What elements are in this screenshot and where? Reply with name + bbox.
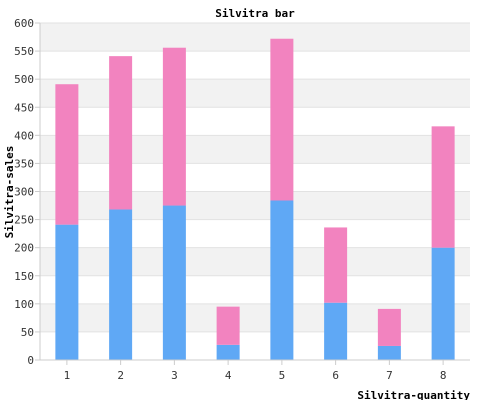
y-tick-label: 350: [14, 157, 34, 170]
grid-band: [40, 79, 470, 108]
x-axis-title: Silvitra-quantity: [357, 389, 470, 400]
x-tick-label: 7: [386, 369, 393, 382]
bar-segment: [377, 308, 401, 346]
y-tick-labels: 0 50 100 150 200 250 300 350 400 450 500 550 600: [14, 17, 34, 367]
chart-title: Silvitra bar: [215, 7, 295, 20]
axes: [39, 23, 470, 361]
bar-segment: [162, 47, 186, 206]
grid-band: [40, 135, 470, 164]
y-tick-label: 100: [14, 298, 34, 311]
grid-band: [40, 107, 470, 136]
y-tick-label: 300: [14, 186, 34, 199]
y-tick-label: 550: [14, 45, 34, 58]
y-tick-label: 150: [14, 270, 34, 283]
y-tick-label: 450: [14, 101, 34, 114]
x-tick-label: 6: [332, 369, 339, 382]
y-tick-label: 500: [14, 73, 34, 86]
grid-band: [40, 331, 470, 360]
bar-segment: [270, 38, 294, 201]
y-tick-label: 600: [14, 17, 34, 30]
y-tick-label: 0: [27, 354, 34, 367]
bar-segment: [270, 200, 294, 360]
grid-band: [40, 303, 470, 332]
grid-band: [40, 163, 470, 192]
y-tick-label: 400: [14, 129, 34, 142]
bar-segment: [324, 227, 348, 303]
bar-segment: [109, 209, 133, 360]
bar-segment: [431, 247, 455, 360]
bar-segment: [55, 224, 79, 360]
grid-band: [40, 275, 470, 304]
grid-band: [40, 219, 470, 248]
bar-segment: [377, 345, 401, 360]
x-tick-label: 8: [440, 369, 447, 382]
y-tick-label: 200: [14, 242, 34, 255]
bar-segment: [55, 84, 79, 225]
bar-segment: [109, 56, 133, 210]
bar-segment: [162, 205, 186, 360]
grid-band: [40, 191, 470, 220]
y-axis-title: Silvitra-sales: [3, 146, 16, 239]
grid-band: [40, 247, 470, 276]
y-tick-label: 250: [14, 214, 34, 227]
x-tick-label: 3: [171, 369, 178, 382]
x-tick-label: 2: [117, 369, 124, 382]
grid-band: [40, 51, 470, 80]
bars: [55, 38, 455, 360]
x-tick-labels: 1 2 3 4 5 6 7 8: [64, 360, 447, 382]
bar-segment: [324, 302, 348, 360]
bar-segment: [431, 126, 455, 248]
bar-segment: [216, 344, 240, 360]
x-tick-label: 1: [64, 369, 71, 382]
x-tick-label: 5: [279, 369, 286, 382]
y-tick-label: 50: [21, 326, 34, 339]
bar-segment: [216, 306, 240, 345]
grid-band: [40, 23, 470, 52]
x-tick-label: 4: [225, 369, 232, 382]
